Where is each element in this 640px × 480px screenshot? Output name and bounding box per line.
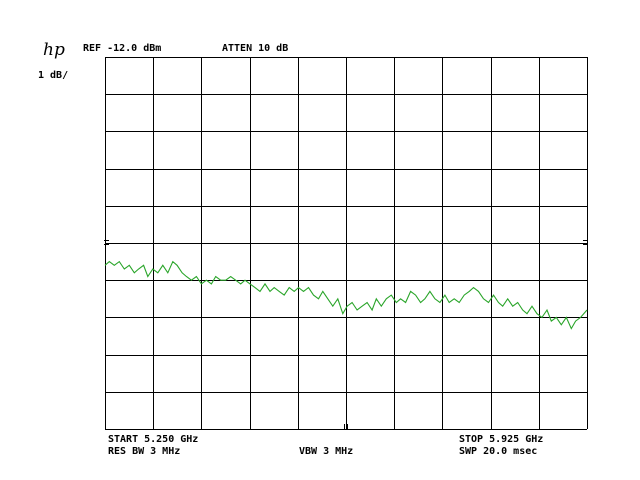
graticule (105, 57, 588, 430)
stop-frequency-label: STOP 5.925 GHz (459, 434, 544, 445)
reference-ticks (104, 240, 588, 429)
attenuation-label: ATTEN 10 dB (222, 43, 289, 54)
start-frequency-label: START 5.250 GHz (108, 434, 199, 445)
scale-label: 1 dB/ (38, 70, 69, 81)
sweep-time-label: SWP 20.0 msec (459, 446, 538, 457)
video-bandwidth-label: VBW 3 MHz (299, 446, 354, 457)
hp-logo: hp (43, 40, 65, 60)
spectrum-trace (104, 260, 588, 330)
resolution-bandwidth-label: RES BW 3 MHz (108, 446, 181, 457)
ref-level-label: REF -12.0 dBm (83, 43, 162, 54)
